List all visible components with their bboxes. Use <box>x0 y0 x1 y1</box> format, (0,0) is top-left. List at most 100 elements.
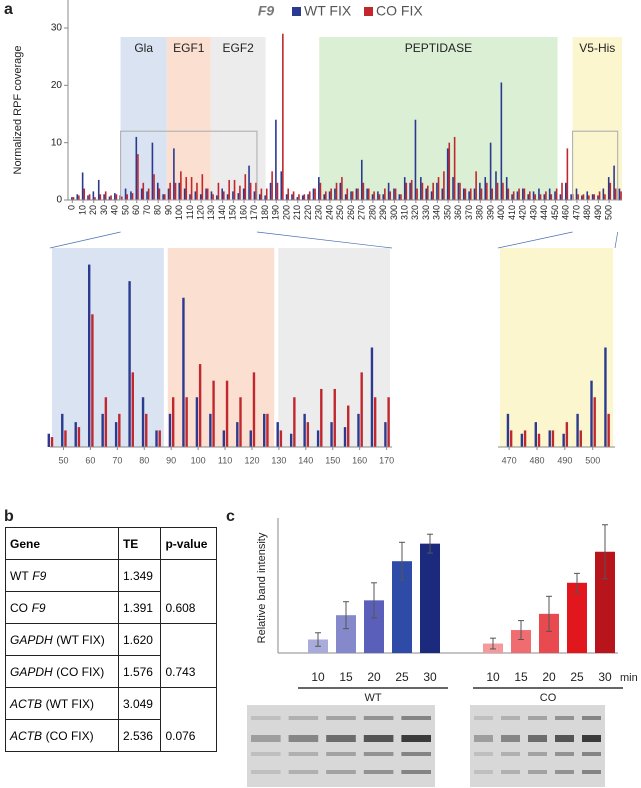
coverage-bar <box>432 182 434 200</box>
x-tick-label: 15 <box>514 670 528 684</box>
coverage-bar <box>545 191 547 200</box>
coverage-bar <box>158 188 161 200</box>
coverage-bar <box>319 182 322 200</box>
x-tick-label: 0 <box>67 205 77 210</box>
zoom-bar <box>50 437 54 447</box>
gel-band <box>251 716 281 720</box>
domain-region <box>120 37 167 200</box>
coverage-bar <box>491 188 494 200</box>
panel-label: b <box>4 508 14 525</box>
bar <box>539 613 559 653</box>
x-tick-label: 40 <box>110 205 120 215</box>
coverage-bar <box>71 197 73 200</box>
te-cell: 1.620 <box>117 623 162 656</box>
domain-label: EGF1 <box>173 41 205 55</box>
coverage-bar <box>500 82 503 200</box>
gene-part: ACTB <box>10 728 43 743</box>
coverage-bar <box>72 197 75 200</box>
gel-band <box>501 735 520 742</box>
coverage-bar <box>518 188 520 200</box>
zoom-bar <box>158 430 161 447</box>
zoom-connector <box>497 231 573 249</box>
coverage-bar <box>582 194 585 200</box>
coverage-bar <box>575 188 578 200</box>
coverage-bar <box>602 188 605 200</box>
gel-band <box>363 735 394 742</box>
coverage-bar <box>523 188 526 200</box>
x-tick-label: 15 <box>339 670 353 684</box>
coverage-bar <box>443 171 445 200</box>
zoom-bar <box>47 433 50 447</box>
coverage-bar <box>308 191 311 200</box>
coverage-bar <box>457 182 460 200</box>
zoom-tick-label: 90 <box>166 455 176 465</box>
zoom-bar <box>551 430 555 447</box>
coverage-bar <box>462 188 465 200</box>
gel-band <box>501 770 520 774</box>
coverage-bar <box>205 188 207 200</box>
coverage-bar <box>292 191 295 200</box>
zoom-bar <box>145 413 148 447</box>
coverage-bar <box>566 148 569 200</box>
coverage-bar <box>334 188 336 200</box>
zoom-bar <box>316 430 320 447</box>
gel-band <box>326 716 356 720</box>
x-tick-label: 10 <box>77 205 87 215</box>
p-value-cell: 0.076 <box>160 687 217 752</box>
coverage-bar <box>430 191 433 200</box>
coverage-bar <box>344 194 347 200</box>
zoom-tick-label: 100 <box>191 455 206 465</box>
zoom-bar <box>279 430 283 447</box>
coverage-bar <box>124 188 127 200</box>
zoom-bar <box>357 413 360 447</box>
gel-band <box>326 752 356 756</box>
zoom-bar <box>236 422 239 447</box>
header-row: Gene TE p-value <box>5 527 217 560</box>
coverage-bar <box>400 194 402 200</box>
gel-band <box>555 770 574 774</box>
gel-band <box>251 735 281 742</box>
coverage-bar <box>108 196 111 200</box>
coverage-bar <box>276 182 279 200</box>
coverage-bar <box>232 191 234 200</box>
coverage-bar <box>389 191 392 200</box>
coverage-bar <box>512 191 515 200</box>
coverage-bar <box>453 136 456 200</box>
zoom-bar <box>576 413 579 447</box>
zoom-bar <box>212 380 215 447</box>
zoom-bar <box>171 397 175 447</box>
gel-band <box>474 752 493 756</box>
zoom-bar <box>347 405 350 447</box>
x-tick-label: 410 <box>507 205 517 220</box>
coverage-bar <box>554 191 556 200</box>
coverage-bar <box>153 174 155 200</box>
coverage-bar <box>398 194 401 200</box>
coverage-bar <box>142 182 145 200</box>
gene-part: GAPDH <box>10 664 53 679</box>
coverage-bar <box>173 148 175 200</box>
coverage-bar <box>561 182 563 200</box>
coverage-bar <box>480 188 483 200</box>
zoom-bar <box>373 397 377 447</box>
gel-band <box>474 716 493 720</box>
p-value-cell: 0.743 <box>160 623 217 688</box>
y-tick-label: 20 <box>51 80 63 91</box>
coverage-bar <box>260 188 263 200</box>
x-tick-label: 280 <box>367 205 377 220</box>
coverage-bar <box>291 194 293 200</box>
x-tick-label: 120 <box>196 205 206 220</box>
table-row: WT F9 1.349 0.608 <box>5 559 217 624</box>
x-tick-label: 180 <box>260 205 270 220</box>
coverage-bar <box>237 193 240 200</box>
zoom-bar <box>74 422 77 447</box>
coverage-bar <box>538 188 540 200</box>
gel-band <box>474 770 493 774</box>
gene-part: CO <box>10 600 28 615</box>
zoom-tick-label: 120 <box>244 455 259 465</box>
coverage-bar <box>355 188 358 200</box>
panel-label: a <box>4 1 13 18</box>
header-cell: p-value <box>160 527 217 560</box>
coverage-bar <box>593 194 596 200</box>
domain-label: PEPTIDASE <box>405 41 472 55</box>
coverage-bar <box>598 191 601 200</box>
